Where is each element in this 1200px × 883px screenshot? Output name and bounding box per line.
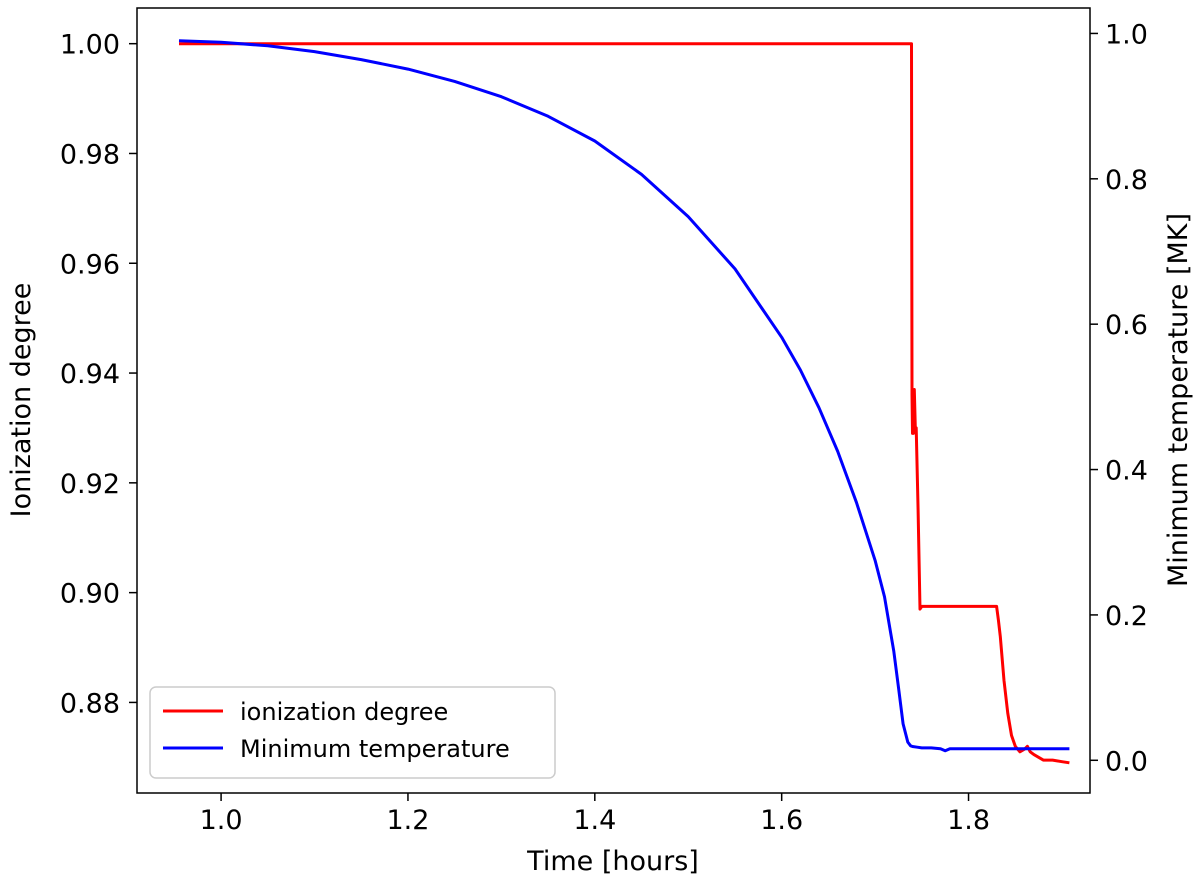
y-left-tick-label: 0.88 [60, 688, 120, 719]
y-right-tick-label: 0.8 [1105, 165, 1148, 196]
series-line-0 [179, 42, 1070, 765]
y-right-tick-label: 1.0 [1105, 19, 1148, 50]
legend-label-ionization: ionization degree [240, 698, 448, 726]
x-tick-label: 1.2 [386, 805, 429, 836]
y-left-tick-label: 1.00 [60, 30, 120, 61]
plot-lines [178, 39, 1070, 765]
y-left-tick-label: 0.96 [60, 249, 120, 280]
x-tick-label: 1.6 [760, 805, 803, 836]
y-left-tick-label: 0.94 [60, 359, 120, 390]
x-tick-label: 1.8 [947, 805, 990, 836]
y-axis-left: 0.88 0.90 0.92 0.94 0.96 0.98 1.00 [60, 30, 137, 719]
y-left-tick-label: 0.98 [60, 139, 120, 170]
y-axis-right-title: Minimum temperature [MK] [1163, 213, 1194, 587]
y-left-tick-label: 0.92 [60, 469, 120, 500]
x-tick-label: 1.0 [200, 805, 243, 836]
x-axis: 1.0 1.2 1.4 1.6 1.8 [200, 793, 990, 836]
legend-label-temperature: Minimum temperature [240, 735, 510, 763]
y-right-tick-label: 0.6 [1105, 310, 1148, 341]
series-line-1 [178, 39, 1070, 753]
y-left-tick-label: 0.90 [60, 579, 120, 610]
x-tick-label: 1.4 [573, 805, 616, 836]
y-right-tick-label: 0.2 [1105, 601, 1148, 632]
x-axis-title: Time [hours] [526, 846, 699, 877]
plot-frame [136, 7, 1091, 794]
y-right-tick-label: 0.0 [1105, 746, 1148, 777]
y-right-tick-label: 0.4 [1105, 456, 1148, 487]
legend-box [149, 686, 556, 779]
y-axis-right: 0.0 0.2 0.4 0.6 0.8 1.0 [1090, 19, 1148, 777]
legend: ionization degree Minimum temperature [149, 686, 556, 779]
y-axis-left-title: Ionization degree [6, 283, 37, 518]
